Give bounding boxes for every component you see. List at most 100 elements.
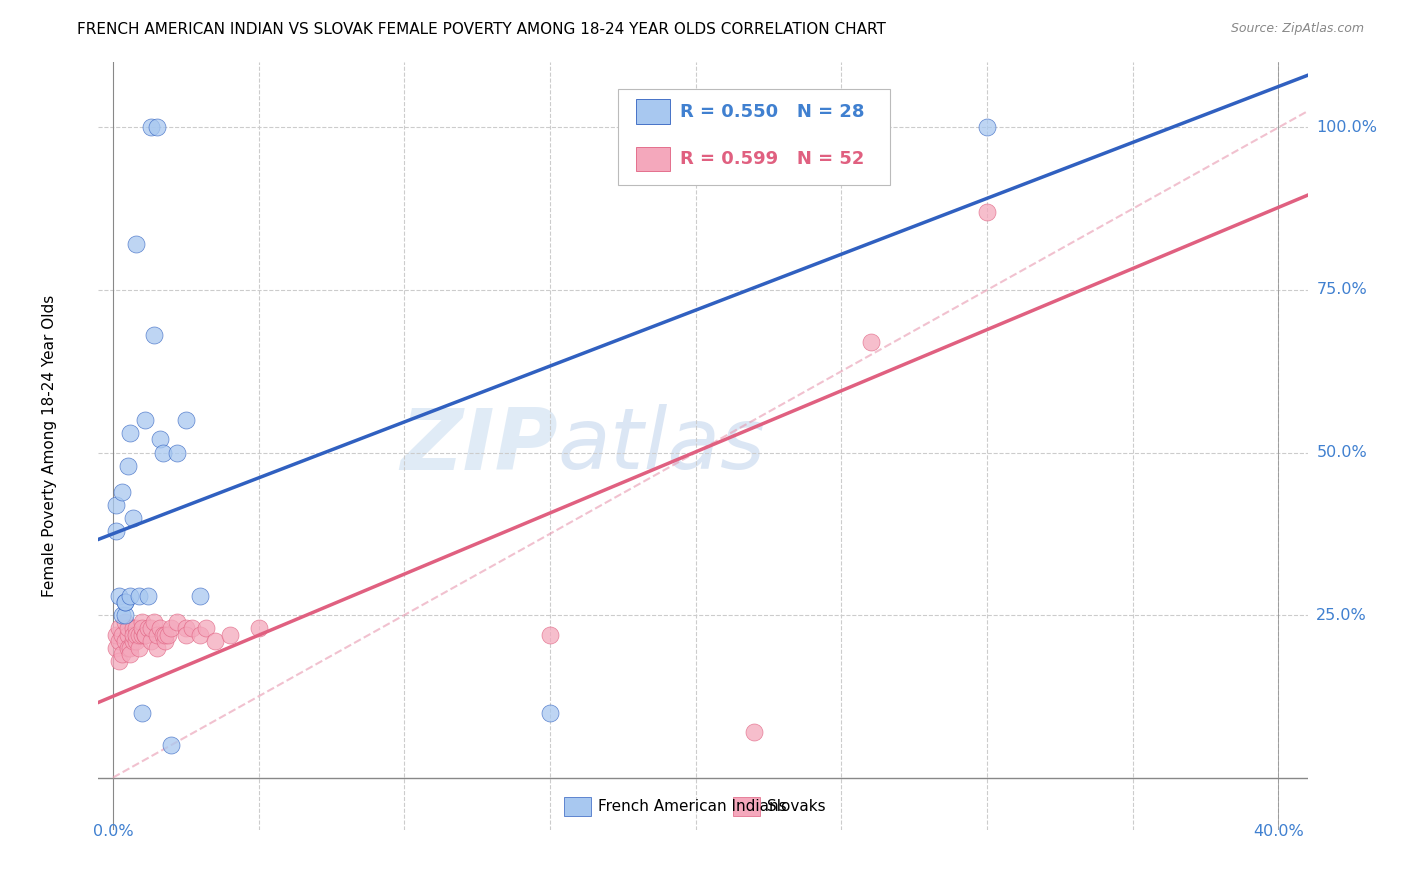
Point bbox=[174, 413, 197, 427]
Point bbox=[166, 615, 188, 629]
Point bbox=[152, 445, 174, 459]
Text: 40.0%: 40.0% bbox=[1253, 824, 1303, 839]
Point bbox=[139, 634, 162, 648]
Point bbox=[104, 640, 127, 655]
Text: 100.0%: 100.0% bbox=[1316, 120, 1378, 135]
Point bbox=[111, 484, 134, 499]
Point bbox=[160, 738, 183, 752]
Text: 0.0%: 0.0% bbox=[93, 824, 134, 839]
Point bbox=[139, 621, 162, 635]
Point bbox=[117, 621, 139, 635]
Point bbox=[128, 640, 150, 655]
Point bbox=[145, 640, 167, 655]
Point bbox=[136, 589, 159, 603]
Text: FRENCH AMERICAN INDIAN VS SLOVAK FEMALE POVERTY AMONG 18-24 YEAR OLDS CORRELATIO: FRENCH AMERICAN INDIAN VS SLOVAK FEMALE … bbox=[77, 22, 886, 37]
FancyBboxPatch shape bbox=[564, 797, 591, 816]
Point bbox=[128, 627, 150, 641]
Point bbox=[122, 627, 145, 641]
Point bbox=[742, 725, 765, 739]
Point bbox=[976, 120, 998, 135]
Point bbox=[190, 627, 212, 641]
Point bbox=[122, 510, 145, 524]
Point bbox=[149, 433, 172, 447]
Point bbox=[125, 627, 148, 641]
Point bbox=[114, 595, 136, 609]
Point bbox=[142, 328, 165, 343]
Point bbox=[149, 621, 172, 635]
Point bbox=[131, 627, 153, 641]
Text: Female Poverty Among 18-24 Year Olds: Female Poverty Among 18-24 Year Olds bbox=[42, 295, 56, 597]
Text: 75.0%: 75.0% bbox=[1316, 283, 1367, 297]
Point bbox=[145, 627, 167, 641]
Point bbox=[134, 627, 156, 641]
Point bbox=[218, 627, 240, 641]
FancyBboxPatch shape bbox=[637, 99, 671, 124]
Point bbox=[157, 627, 180, 641]
Point bbox=[111, 627, 134, 641]
Point bbox=[120, 640, 142, 655]
Point bbox=[108, 589, 131, 603]
Point bbox=[190, 589, 212, 603]
Text: 25.0%: 25.0% bbox=[1316, 607, 1367, 623]
Point bbox=[120, 589, 142, 603]
Point bbox=[122, 634, 145, 648]
Point bbox=[125, 237, 148, 252]
Point bbox=[114, 615, 136, 629]
Point bbox=[111, 607, 134, 622]
Point bbox=[128, 589, 150, 603]
Point bbox=[174, 627, 197, 641]
Point bbox=[180, 621, 202, 635]
Point bbox=[114, 607, 136, 622]
Point bbox=[108, 621, 131, 635]
Point bbox=[538, 706, 561, 720]
Point bbox=[104, 627, 127, 641]
Point bbox=[108, 654, 131, 668]
Point bbox=[104, 524, 127, 538]
Point bbox=[142, 615, 165, 629]
Point bbox=[125, 621, 148, 635]
FancyBboxPatch shape bbox=[619, 89, 890, 186]
Point bbox=[134, 413, 156, 427]
Point bbox=[204, 634, 226, 648]
Point bbox=[122, 621, 145, 635]
Point bbox=[152, 627, 174, 641]
Point bbox=[136, 621, 159, 635]
Point bbox=[155, 627, 177, 641]
Point bbox=[174, 621, 197, 635]
Point bbox=[114, 634, 136, 648]
Text: ZIP: ZIP bbox=[401, 404, 558, 488]
FancyBboxPatch shape bbox=[734, 797, 759, 816]
Point bbox=[538, 627, 561, 641]
Point bbox=[166, 445, 188, 459]
Point bbox=[131, 706, 153, 720]
Point bbox=[139, 120, 162, 135]
Point bbox=[120, 647, 142, 661]
Point bbox=[120, 425, 142, 440]
Point bbox=[155, 634, 177, 648]
Point bbox=[131, 621, 153, 635]
Point bbox=[145, 120, 167, 135]
Text: 50.0%: 50.0% bbox=[1316, 445, 1367, 460]
FancyBboxPatch shape bbox=[637, 147, 671, 171]
Point bbox=[111, 647, 134, 661]
Point bbox=[134, 627, 156, 641]
Point bbox=[114, 595, 136, 609]
Point bbox=[117, 458, 139, 473]
Text: R = 0.550   N = 28: R = 0.550 N = 28 bbox=[681, 103, 865, 120]
Point bbox=[247, 621, 270, 635]
Point bbox=[195, 621, 218, 635]
Point bbox=[131, 615, 153, 629]
Point bbox=[104, 498, 127, 512]
Point bbox=[125, 634, 148, 648]
Text: atlas: atlas bbox=[558, 404, 766, 488]
Text: French American Indians: French American Indians bbox=[598, 799, 786, 814]
Point bbox=[108, 634, 131, 648]
Point bbox=[859, 334, 882, 349]
Text: R = 0.599   N = 52: R = 0.599 N = 52 bbox=[681, 150, 865, 168]
Text: Source: ZipAtlas.com: Source: ZipAtlas.com bbox=[1230, 22, 1364, 36]
Point bbox=[976, 205, 998, 219]
Text: Slovaks: Slovaks bbox=[768, 799, 825, 814]
Point bbox=[117, 627, 139, 641]
Point bbox=[160, 621, 183, 635]
Point bbox=[117, 640, 139, 655]
